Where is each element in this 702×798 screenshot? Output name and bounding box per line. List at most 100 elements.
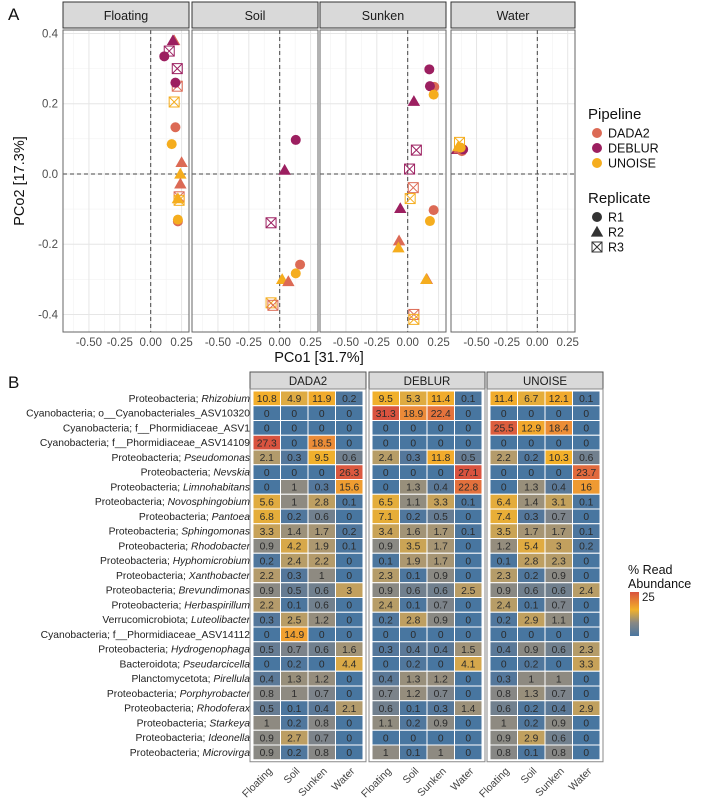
cell-value: 6.8 [260,512,275,523]
facet-strip-label: DEBLUR [404,376,451,388]
heatmap-cell [335,744,364,761]
cell-value: 0 [465,571,471,582]
x-tick-label: 0.25 [170,337,192,349]
row-label-phylum: Proteobacteria; [129,394,202,405]
x-tick-label: 0.00 [140,337,162,349]
cell-value: 15.6 [339,483,359,494]
row-label: Proteobacteria; Limnohabitans [110,482,250,493]
row-label-phylum: Cyanobacteria; [40,438,112,449]
cell-value: 0.6 [552,586,567,597]
row-label: Proteobacteria; Sphingomonas [109,527,250,538]
cell-value: 0.1 [342,542,357,553]
panel-background [320,30,446,332]
row-label-phylum: Proteobacteria; [118,541,191,552]
row-label: Proteobacteria; Rhizobium [129,394,251,405]
cell-value: 0.1 [287,704,302,715]
panel-background [192,30,318,332]
cell-value: 9.5 [315,453,330,464]
cell-value: 0.1 [406,571,421,582]
row-label: Proteobacteria; Pseudomonas [111,453,250,464]
column-label: Water [566,765,594,793]
panel-background [451,30,575,332]
cell-value: 0.2 [497,615,512,626]
cell-value: 0 [583,719,589,730]
cell-value: 1 [438,748,444,759]
cell-value: 0 [264,424,270,435]
cell-value: 0.3 [287,453,302,464]
data-point [424,64,435,75]
data-point [282,275,295,287]
cell-value: 9.5 [379,394,394,405]
cell-value: 0 [383,424,389,435]
column-label: Water [329,765,357,793]
square-outline [267,299,279,311]
data-point [171,63,183,75]
cell-value: 0.4 [406,645,421,656]
row-label-taxon: f__Phormidiaceae_ASV14112 [113,630,250,641]
cell-value: 22.8 [458,483,478,494]
y-tick-label: -0.2 [38,239,58,251]
square-cross [267,299,279,311]
cell-value: 0.1 [379,556,394,567]
cell-value: 0.6 [342,453,357,464]
cell-value: 2.5 [461,586,476,597]
row-label-phylum: Proteobacteria; [106,586,179,597]
cell-value: 16 [581,483,593,494]
cell-value: 2.4 [497,601,512,612]
row-label: Proteobacteria; Microvirga [130,748,250,759]
cell-value: 0.1 [579,527,594,538]
row-label-taxon: Pseudomonas [184,453,250,464]
cell-value: 2.4 [379,453,394,464]
cell-value: 2.5 [287,615,302,626]
cell-value: 31.3 [376,409,396,420]
row-label: Proteobacteria; Brevundimonas [106,586,250,597]
square-cross [404,193,416,204]
cell-value: 1.3 [406,674,421,685]
cell-value: 0 [383,630,389,641]
panel-border [450,29,576,333]
cell-value: 0.2 [524,660,539,671]
panel-border [191,29,319,333]
panel-border [62,29,190,333]
row-label-taxon: Pirellula [213,674,250,685]
data-point [174,177,187,189]
cell-value: 0 [346,601,352,612]
square-outline [265,217,277,229]
cell-value: 1.2 [315,615,330,626]
legend-title-replicate: Replicate [588,190,651,207]
cell-value: 0 [583,556,589,567]
column-label: Soil [519,765,540,786]
cell-value: 0.1 [406,748,421,759]
cell-value: 0 [319,468,325,479]
cell-value: 0.2 [260,556,275,567]
row-label-phylum: Proteobacteria; [111,453,184,464]
cell-value: 0.9 [260,748,275,759]
heatmap-cell [454,744,483,761]
cell-value: 0 [501,438,507,449]
cell-value: 0 [583,601,589,612]
row-label-phylum: Proteobacteria; [130,748,203,759]
row-label-taxon: Nevskia [213,468,250,479]
cell-value: 0.2 [524,453,539,464]
cell-value: 1 [264,719,270,730]
cell-value: 0 [465,733,471,744]
cell-value: 0 [383,438,389,449]
cell-value: 0.4 [379,674,394,685]
data-point [392,234,406,246]
cell-value: 2.1 [260,453,275,464]
x-tick-label: -0.50 [333,337,359,349]
cell-value: 12.9 [521,424,541,435]
data-point [166,34,180,46]
cell-value: 0 [383,660,389,671]
y-tick-label: 0.0 [42,169,58,181]
cell-value: 3.3 [579,660,594,671]
cell-value: 0.2 [379,615,394,626]
cell-value: 0.9 [552,719,567,730]
cell-value: 6.7 [524,394,539,405]
row-label-taxon: Rhizobium [201,394,250,405]
cell-value: 0.2 [406,660,421,671]
cell-value: 0 [583,733,589,744]
